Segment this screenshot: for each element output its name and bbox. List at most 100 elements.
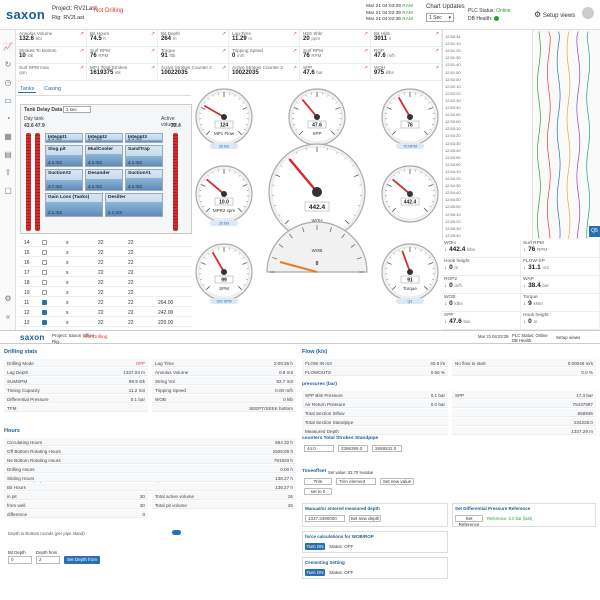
table-row[interactable]: 14 s 22 22 [20,238,192,247]
tank-7[interactable]: Suction#2 3.7 m3 [45,169,83,191]
collapse-icon[interactable]: « [5,312,11,321]
pin-icon[interactable]: ↗ [79,65,84,71]
metric-cell[interactable]: Strokes To Bottom 10 stk ↗ [16,47,87,64]
metric-cell[interactable]: Surf RPM max rpm ↗ [16,64,87,81]
force-calc-toggle-button[interactable]: Turn ON [305,543,325,550]
gauge-9[interactable]: 91 Torque Q1 [381,243,439,304]
table-row[interactable]: 11 s 22 22 264.00 [20,298,192,307]
refresh-icon[interactable]: ↻ [4,60,12,69]
pin-icon[interactable]: ↗ [363,48,368,54]
table-row[interactable]: 15 s 22 22 [20,248,192,257]
depth-toggle[interactable] [172,530,181,535]
pin-icon[interactable]: ↗ [221,48,226,54]
bit-depth-input[interactable]: 0 [8,556,32,564]
pin-icon[interactable]: ↗ [292,48,297,54]
row-checkbox[interactable] [42,319,47,325]
pin-icon[interactable]: ↗ [79,31,84,37]
gauge-wob[interactable]: 0 WOB [266,221,368,273]
metric-cell[interactable]: H2S Shkr 20 ppm ↗ [300,30,371,47]
reading-cell[interactable]: WAP ↓ 38.4 bar [521,276,600,294]
metric-cell[interactable]: Torque 91 ftlb ↗ [158,47,229,64]
pin-icon[interactable]: ↗ [434,48,439,54]
setup-views-button[interactable]: ⚙ Setup views [534,10,575,19]
set-depth-button[interactable]: Set Depth from [64,556,100,564]
metric-cell[interactable]: Bit Hlds 3011 s ↗ [371,30,442,47]
pin-icon[interactable]: ↗ [434,65,439,71]
chart-icon[interactable]: 📈 [3,42,13,51]
bottom-setup-views[interactable]: Setup views [556,335,581,340]
tab-casing[interactable]: Casing [44,86,62,92]
chart-updates-select[interactable]: 1 Sec ▾ [426,13,454,22]
table-row[interactable]: 17 s 22 22 [20,268,192,277]
gauge-icon[interactable]: ◔ [5,114,11,123]
metric-cell[interactable]: Lag Time 11.29 m ↗ [229,30,300,47]
pin-icon[interactable]: ↗ [221,31,226,37]
tank-icon[interactable]: ▭ [4,96,12,105]
pin-icon[interactable]: ↗ [150,65,155,71]
depth-from-input[interactable]: 2 [36,556,60,564]
folder-icon[interactable]: ▢ [4,186,12,195]
saxon-logo-small[interactable]: saxon [20,333,45,342]
pin-icon[interactable]: ↗ [292,65,297,71]
document-icon[interactable]: ▤ [4,150,12,159]
user-avatar[interactable] [582,7,594,19]
tank-interval-select[interactable]: 1 sec [63,106,91,113]
metric-cell[interactable]: Annulus Volume 132.6 bbl ↗ [16,30,87,47]
row-checkbox[interactable] [42,259,47,265]
reading-cell[interactable]: Hook height ↓ 0 m [521,312,600,330]
gauge-1[interactable]: 124 MP1 Flow 20 bbl [195,88,253,149]
table-row[interactable]: 13 s 22 22 220.00 [20,318,192,327]
reading-cell[interactable]: Torque ↓ 9 kNm [521,294,600,312]
metric-cell[interactable]: Surf RPM 76 RPM ↗ [300,47,371,64]
gauge-3[interactable]: 76 75 RPM [381,88,439,149]
table-row[interactable]: 19 s 22 22 [20,288,192,297]
tank-5[interactable]: MudCooler 4.1 m3 [85,145,123,167]
tank-9[interactable]: Suction#1 4.1 m3 [125,169,163,191]
metric-cell[interactable]: Surf RPM 76 RPM ↗ [87,47,158,64]
manual-depth-input[interactable]: 1337.3390000 [305,515,345,522]
pin-icon[interactable]: ↗ [150,48,155,54]
reading-cell[interactable]: FLOW-SP ↓ 31.1 m3 [521,258,600,276]
saxon-logo[interactable]: saxon [6,7,46,22]
counter-input[interactable]: 2658532.0 [372,445,402,452]
pin-icon[interactable]: ↗ [221,65,226,71]
pin-icon[interactable]: ↗ [363,31,368,37]
pin-icon[interactable]: ↗ [79,48,84,54]
counter-input[interactable]: 2398395.0 [338,445,368,452]
expand-panel-button[interactable]: Q5 [589,226,600,237]
reading-cell[interactable]: ROP2 ↓ 0 m/h [442,276,521,294]
timeoffset-trim-button[interactable]: Trim [304,478,332,485]
settings-icon[interactable]: ⚙ [4,294,12,303]
metric-cell[interactable]: ROP 47.6 m/h ↗ [371,47,442,64]
row-checkbox[interactable] [42,279,47,285]
metric-cell[interactable]: Bit Depth 264 m ↗ [158,30,229,47]
tank-8[interactable]: Desander 4.1 m3 [85,169,123,191]
pin-icon[interactable]: ↗ [434,31,439,37]
row-checkbox[interactable] [42,289,47,295]
metric-cell[interactable]: Tripping Speed 0 m/h ↗ [229,47,300,64]
tab-tanks[interactable]: Tanks [18,86,37,93]
tank-11[interactable]: Desilter 4.1 m3 [105,193,163,217]
reading-cell[interactable]: SPP ↓ 47.6 bar [442,312,521,330]
export-icon[interactable]: ⇪ [4,168,12,177]
metric-cell[interactable]: MP1 Total Strokes 1619375 stk ↗ [87,64,158,81]
metric-cell[interactable]: WOH 975 klbs ↗ [371,64,442,81]
reading-cell[interactable]: Surf RPM ↓ 76 RPM [521,240,600,258]
tank-3[interactable]: Intermt3 2.1 m3 [125,133,163,143]
reading-cell[interactable]: WOB ↓ 0 klbs [442,294,521,312]
set-new-depth-button[interactable]: Set new depth [349,515,381,522]
timeoffset-input[interactable]: Trim element [336,478,376,485]
gauge-7[interactable]: 99 SPM 100 SPM [195,243,253,304]
metric-cell[interactable]: SPP 47.6 bar ↗ [300,64,371,81]
row-checkbox[interactable] [42,299,47,305]
gauge-6[interactable]: 442.4 [381,165,439,223]
tank-4[interactable]: Slug pit 4.1 m3 [45,145,83,167]
row-checkbox[interactable] [42,249,47,255]
gauge-2[interactable]: 47.6 SPP [288,88,346,146]
metric-cell[interactable]: Active Strokes Counter 3 10022035 ↗ [229,64,300,81]
cementing-toggle-button[interactable]: Turn ON [305,569,325,576]
clock-icon[interactable]: ◷ [4,78,12,87]
table-row[interactable]: 18 s 22 22 [20,278,192,287]
timeoffset-set-button[interactable]: Set new value [380,478,414,485]
table-row[interactable]: 12 s 22 22 242.00 [20,308,192,317]
